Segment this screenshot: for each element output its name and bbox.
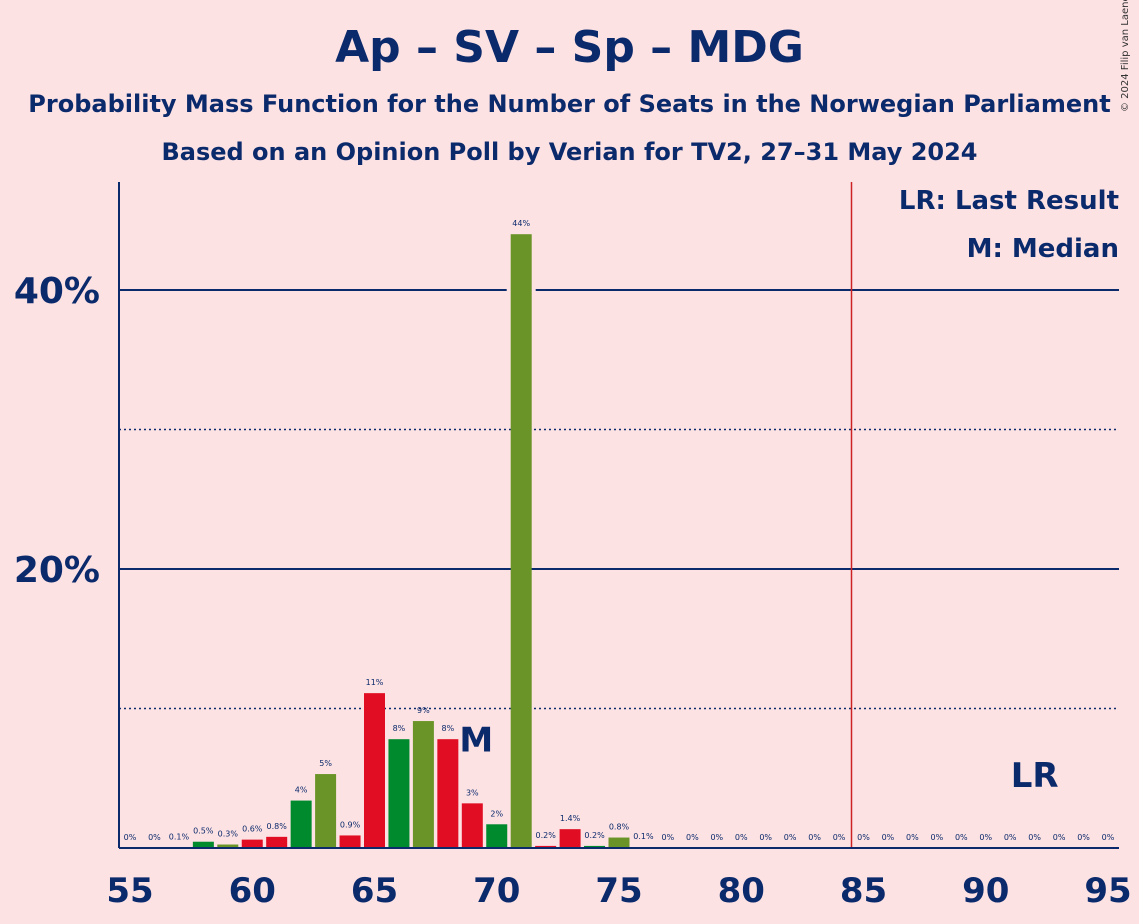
bar-value-label: 0%	[1053, 833, 1066, 842]
bar-value-label: 0.1%	[169, 832, 190, 841]
bar-seat-58	[192, 841, 214, 848]
bar-value-label: 0%	[148, 833, 161, 842]
x-tick-label: 55	[106, 871, 153, 911]
bar-value-label: 0%	[857, 833, 870, 842]
bar-value-label: 0.1%	[633, 832, 654, 841]
bar-value-label: 0%	[784, 833, 797, 842]
bar-value-label: 0%	[662, 833, 675, 842]
bar-value-label: 0.9%	[340, 820, 361, 829]
bar-value-label: 0%	[930, 833, 943, 842]
bar-seat-62	[290, 800, 312, 848]
bar-seat-64	[339, 835, 361, 848]
legend-last-result: LR: Last Result	[898, 186, 1119, 216]
x-tick-label: 80	[718, 871, 765, 911]
bar-value-label: 8%	[441, 724, 454, 733]
bar-value-label: 0%	[735, 833, 748, 842]
bar-value-label: 11%	[366, 678, 384, 687]
bar-value-label: 0.8%	[267, 822, 288, 831]
y-tick-label: 40%	[14, 271, 100, 312]
bar-value-label: 0%	[686, 833, 699, 842]
chart-title: Ap – SV – Sp – MDG	[335, 22, 804, 73]
bar-value-label: 3%	[466, 788, 479, 797]
x-tick-label: 85	[840, 871, 887, 911]
legend-median: M: Median	[966, 234, 1119, 264]
bar-value-label: 0.8%	[609, 823, 630, 832]
bar-value-label: 0.6%	[242, 825, 263, 834]
x-tick-label: 90	[962, 871, 1009, 911]
y-tick-label: 20%	[14, 550, 100, 591]
bar-value-label: 1.4%	[560, 814, 581, 823]
bar-value-label: 0%	[882, 833, 895, 842]
bar-value-label: 0%	[808, 833, 821, 842]
bar-value-label: 0.2%	[535, 831, 556, 840]
bar-seat-63	[315, 774, 337, 848]
bar-seat-70	[486, 824, 508, 848]
bar-value-label: 0%	[124, 833, 137, 842]
bar-value-label: 0.2%	[584, 831, 605, 840]
bar-value-label: 0%	[906, 833, 919, 842]
x-tick-label: 65	[351, 871, 398, 911]
bar-value-label: 0%	[710, 833, 723, 842]
x-tick-label: 75	[595, 871, 642, 911]
x-tick-label: 60	[229, 871, 276, 911]
bar-seat-69	[461, 803, 483, 848]
bar-value-label: 0%	[1004, 833, 1017, 842]
bar-value-label: 0%	[759, 833, 772, 842]
bar-value-label: 0.3%	[218, 830, 239, 839]
bar-seat-71	[510, 234, 532, 848]
bar-seat-73	[559, 829, 581, 848]
bar-seat-67	[412, 721, 434, 848]
bar-seat-61	[266, 836, 288, 848]
bar-value-label: 9%	[417, 706, 430, 715]
bar-seat-68	[437, 739, 459, 848]
x-tick-label: 95	[1084, 871, 1131, 911]
bar-value-label: 0%	[979, 833, 992, 842]
bar-seat-66	[388, 739, 410, 848]
chart-subtitle-source: Based on an Opinion Poll by Verian for T…	[161, 138, 978, 166]
bar-seat-74	[584, 845, 606, 848]
bar-value-label: 0%	[833, 833, 846, 842]
bar-value-label: 0%	[1077, 833, 1090, 842]
bar-value-label: 8%	[393, 724, 406, 733]
bar-seat-75	[608, 837, 630, 848]
bar-seat-60	[241, 839, 263, 848]
last-result-marker: LR	[1011, 756, 1059, 796]
bar-value-label: 0%	[1102, 833, 1115, 842]
bar-value-label: 44%	[512, 219, 530, 228]
bar-value-label: 2%	[490, 809, 503, 818]
bar-seat-65	[364, 693, 385, 848]
bar-value-label: 0.5%	[193, 827, 214, 836]
bar-value-label: 0%	[955, 833, 968, 842]
x-tick-label: 70	[473, 871, 520, 911]
bar-seat-72	[535, 845, 557, 848]
bar-seat-59	[217, 844, 239, 848]
bar-value-label: 4%	[295, 786, 308, 795]
bar-value-label: 5%	[319, 759, 332, 768]
chart-subtitle: Probability Mass Function for the Number…	[28, 90, 1111, 118]
median-marker: M	[459, 720, 493, 760]
bar-value-label: 0%	[1028, 833, 1041, 842]
